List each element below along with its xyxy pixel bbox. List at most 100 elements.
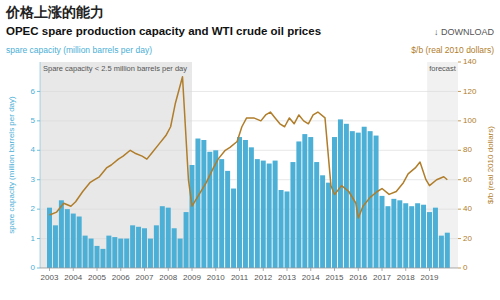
y-tick: [37, 120, 40, 121]
x-tick-label: 2003: [41, 273, 59, 282]
bar: [308, 137, 313, 268]
y-tick-label: 5: [31, 116, 36, 125]
y-axis-line: [40, 62, 41, 268]
x-tick: [239, 268, 240, 271]
y-tick: [37, 91, 40, 92]
y2-tick-label: 120: [463, 87, 477, 96]
x-tick: [192, 268, 193, 271]
bar: [225, 171, 230, 268]
bar: [415, 203, 420, 268]
bar: [47, 208, 52, 268]
bar: [83, 236, 88, 268]
bar: [89, 239, 94, 268]
bar: [53, 225, 58, 268]
x-tick-label: 2005: [88, 273, 106, 282]
y2-tick-label: 60: [463, 175, 472, 184]
bar: [320, 175, 325, 268]
bar: [207, 152, 212, 268]
bar: [178, 239, 183, 268]
x-tick: [97, 268, 98, 271]
chart: 2003200420052006200720082009201020112012…: [0, 0, 500, 300]
y-tick-label: 6: [31, 87, 36, 96]
y2-tick: [458, 120, 461, 121]
bar: [243, 140, 248, 268]
x-tick-label: 2009: [183, 273, 201, 282]
bar: [302, 134, 307, 268]
shaded-span: [40, 62, 192, 268]
bar: [160, 206, 165, 268]
bar: [290, 162, 295, 268]
x-tick-label: 2011: [231, 273, 249, 282]
bar: [380, 196, 385, 268]
x-tick-label: 2015: [326, 273, 344, 282]
bar: [172, 228, 177, 268]
x-tick-label: 2016: [349, 273, 367, 282]
grid-line: [40, 91, 458, 92]
y-tick: [37, 150, 40, 151]
bar: [261, 161, 266, 268]
x-tick-label: 2008: [159, 273, 177, 282]
bar: [148, 239, 153, 268]
y2-tick: [458, 62, 461, 63]
background: [0, 0, 500, 300]
y2-tick: [458, 238, 461, 239]
x-tick: [334, 268, 335, 271]
x-tick: [215, 268, 216, 271]
forecast-label: forecast: [429, 64, 457, 73]
bar: [100, 249, 105, 268]
bar: [362, 127, 367, 268]
bar: [77, 217, 82, 269]
x-tick: [405, 268, 406, 271]
subtitle: OPEC spare production capacity and WTI c…: [6, 25, 321, 37]
y2-tick: [458, 150, 461, 151]
bar: [255, 159, 260, 268]
bar: [356, 133, 361, 268]
x-tick: [287, 268, 288, 271]
bar: [332, 137, 337, 268]
y2-tick-label: 40: [463, 204, 472, 213]
x-tick: [358, 268, 359, 271]
x-tick-label: 2018: [397, 273, 415, 282]
x-tick-label: 2017: [373, 273, 391, 282]
bar: [273, 161, 278, 268]
bar: [397, 200, 402, 268]
y2-tick-label: 0: [463, 263, 468, 272]
y-tick: [37, 179, 40, 180]
bar: [445, 233, 450, 268]
bar: [166, 208, 171, 268]
y2-axis-caption: $/b (real 2010 dollars): [411, 45, 494, 55]
x-tick: [263, 268, 264, 271]
y2-tick: [458, 209, 461, 210]
y-tick-label: 4: [31, 145, 36, 154]
annotation: Spare capacity < 2.5 million barrels per…: [43, 64, 187, 73]
y-tick: [37, 209, 40, 210]
bar: [195, 139, 200, 268]
y-tick-label: 1: [31, 234, 36, 243]
x-tick-label: 2014: [302, 273, 320, 282]
bar: [326, 183, 331, 268]
bar: [385, 206, 390, 268]
bar: [106, 236, 111, 268]
bar: [403, 203, 408, 268]
bar: [154, 225, 159, 268]
y-axis-caption: spare capacity (million barrels per day): [6, 45, 152, 55]
x-tick-label: 2019: [421, 273, 439, 282]
x-tick: [168, 268, 169, 271]
bar: [267, 164, 272, 268]
y-axis-label: spare capacity (million barrels per day): [7, 96, 16, 234]
x-tick: [310, 268, 311, 271]
x-tick-label: 2007: [136, 273, 154, 282]
x-tick-label: 2006: [112, 273, 130, 282]
bar: [118, 239, 123, 268]
bar: [124, 239, 129, 268]
x-tick: [382, 268, 383, 271]
bar: [190, 165, 195, 268]
bar: [201, 140, 206, 268]
x-tick-label: 2013: [278, 273, 296, 282]
download-label: ↓ DOWNLOAD: [434, 27, 495, 37]
x-axis-line: [40, 268, 458, 269]
bar: [136, 227, 141, 268]
bar: [219, 159, 224, 268]
bar: [433, 208, 438, 268]
y2-tick: [458, 179, 461, 180]
